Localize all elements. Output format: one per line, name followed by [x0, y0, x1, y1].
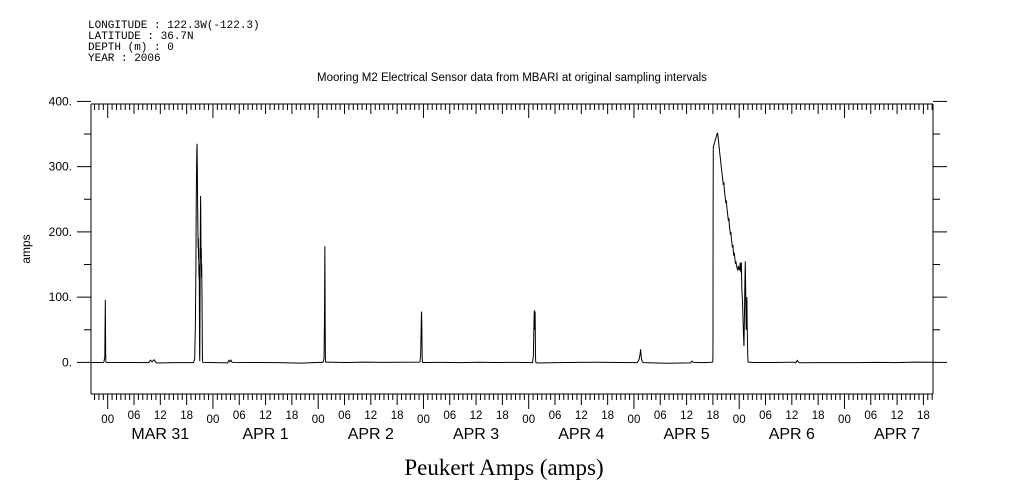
svg-text:18: 18: [285, 410, 298, 422]
svg-text:Peukert Amps (amps): Peukert Amps (amps): [404, 455, 603, 480]
svg-text:06: 06: [233, 410, 246, 422]
svg-text:12: 12: [470, 410, 483, 422]
svg-text:APR 5: APR 5: [663, 426, 709, 443]
svg-text:06: 06: [128, 410, 141, 422]
svg-text:APR 2: APR 2: [348, 426, 394, 443]
svg-text:12: 12: [154, 410, 167, 422]
svg-text:YEAR : 2006: YEAR : 2006: [88, 53, 161, 65]
svg-text:00: 00: [628, 414, 641, 426]
svg-text:00: 00: [733, 414, 746, 426]
svg-text:06: 06: [549, 410, 562, 422]
svg-text:APR 1: APR 1: [242, 426, 288, 443]
svg-text:200.: 200.: [49, 225, 72, 239]
svg-text:100.: 100.: [49, 290, 72, 304]
svg-text:18: 18: [917, 410, 930, 422]
svg-text:12: 12: [891, 410, 904, 422]
svg-text:00: 00: [838, 414, 851, 426]
svg-text:06: 06: [338, 410, 351, 422]
svg-text:00: 00: [207, 414, 220, 426]
svg-text:400.: 400.: [49, 94, 72, 108]
svg-text:18: 18: [812, 410, 825, 422]
svg-text:18: 18: [391, 410, 404, 422]
svg-text:amps: amps: [19, 234, 33, 263]
svg-text:18: 18: [601, 410, 614, 422]
svg-text:0.: 0.: [62, 355, 72, 369]
svg-text:00: 00: [101, 414, 114, 426]
svg-text:18: 18: [180, 410, 193, 422]
svg-text:300.: 300.: [49, 160, 72, 174]
svg-text:APR 6: APR 6: [769, 426, 815, 443]
svg-text:12: 12: [575, 410, 588, 422]
svg-text:APR 3: APR 3: [453, 426, 499, 443]
svg-text:00: 00: [417, 414, 430, 426]
svg-text:MAR 31: MAR 31: [131, 426, 189, 443]
svg-text:18: 18: [496, 410, 509, 422]
svg-text:18: 18: [706, 410, 719, 422]
svg-text:12: 12: [259, 410, 272, 422]
svg-text:APR 4: APR 4: [558, 426, 604, 443]
svg-text:00: 00: [312, 414, 325, 426]
svg-text:12: 12: [680, 410, 693, 422]
svg-text:00: 00: [522, 414, 535, 426]
svg-text:APR 7: APR 7: [874, 426, 920, 443]
svg-text:06: 06: [864, 410, 877, 422]
svg-text:Mooring M2 Electrical Sensor d: Mooring M2 Electrical Sensor data from M…: [317, 72, 707, 84]
svg-text:12: 12: [785, 410, 798, 422]
svg-text:12: 12: [364, 410, 377, 422]
svg-text:06: 06: [443, 410, 456, 422]
svg-text:06: 06: [759, 410, 772, 422]
svg-text:06: 06: [654, 410, 667, 422]
